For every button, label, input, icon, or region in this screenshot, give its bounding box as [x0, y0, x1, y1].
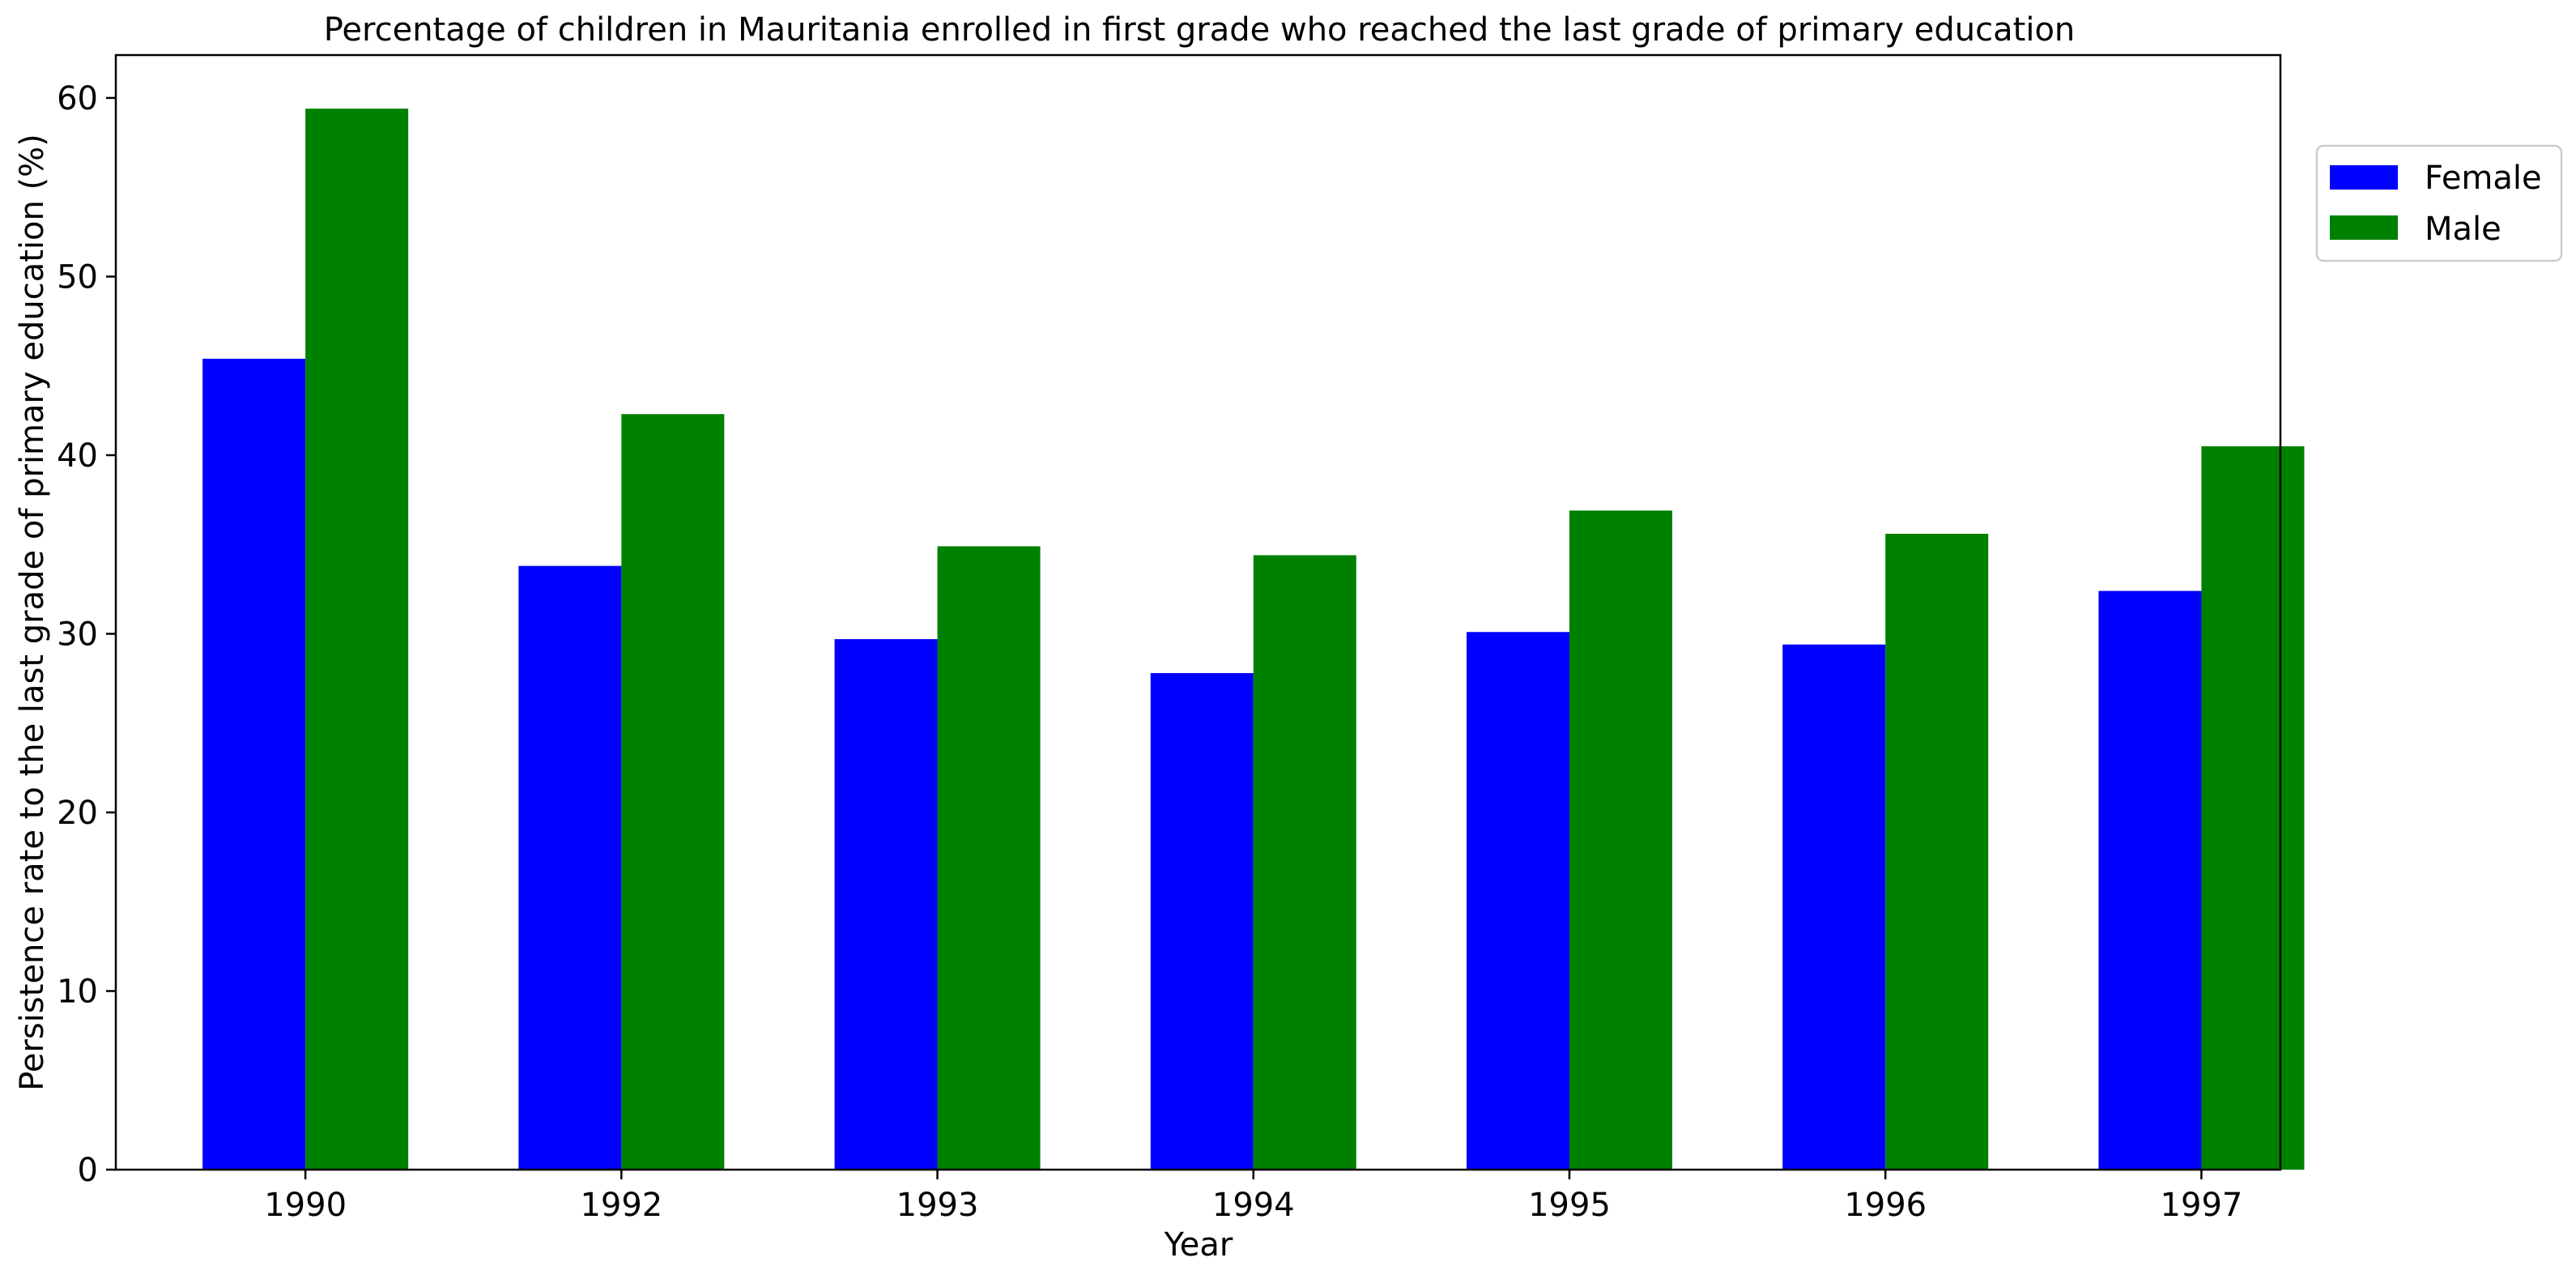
x-tick-label: 1997 [2161, 1187, 2243, 1224]
bar-female-1994 [1150, 672, 1254, 1170]
x-axis-title: Year [1164, 1226, 1233, 1264]
bar-male-1994 [1253, 555, 1356, 1170]
y-tick-label: 40 [57, 437, 98, 475]
legend-label-female: Female [2425, 160, 2542, 197]
y-tick-label: 30 [57, 616, 98, 653]
x-tick-label: 1992 [580, 1187, 662, 1224]
x-axis: 1990 1992 1993 1994 1995 1996 1997 [264, 1170, 2242, 1224]
y-tick-label: 60 [57, 80, 98, 117]
bar-female-1997 [2098, 590, 2202, 1170]
x-tick-label: 1990 [264, 1187, 347, 1224]
bars-layer [202, 109, 2305, 1170]
bar-male-1992 [621, 414, 725, 1170]
x-tick-label: 1993 [896, 1187, 979, 1224]
legend-label-male: Male [2425, 211, 2501, 248]
legend-swatch-female [2330, 165, 2398, 190]
bar-female-1990 [202, 358, 306, 1170]
legend-swatch-male [2330, 215, 2398, 240]
bar-male-1990 [305, 109, 409, 1170]
bar-male-1997 [2201, 446, 2305, 1170]
bar-male-1995 [1569, 510, 1673, 1170]
chart-title: Percentage of children in Mauritania enr… [324, 11, 2076, 49]
y-axis-title: Persistence rate to the last grade of pr… [14, 134, 51, 1091]
bar-female-1996 [1782, 644, 1886, 1170]
x-tick-label: 1996 [1844, 1187, 1927, 1224]
y-tick-label: 10 [57, 973, 98, 1010]
x-tick-label: 1995 [1528, 1187, 1611, 1224]
bar-female-1995 [1467, 632, 1570, 1170]
bar-female-1993 [834, 639, 938, 1170]
bar-male-1996 [1885, 533, 1989, 1170]
y-axis: 0 10 20 30 40 50 60 [57, 80, 116, 1189]
plot-area-frame [114, 53, 2282, 1171]
y-tick-label: 0 [78, 1152, 98, 1189]
y-tick-label: 50 [57, 258, 98, 296]
bar-male-1993 [937, 546, 1041, 1170]
bar-female-1992 [518, 565, 622, 1170]
x-tick-label: 1994 [1212, 1187, 1295, 1224]
y-tick-label: 20 [57, 795, 98, 832]
legend: Female Male [2315, 144, 2563, 262]
